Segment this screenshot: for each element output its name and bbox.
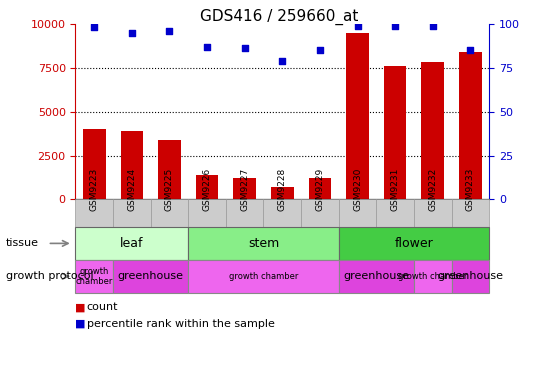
Text: greenhouse: greenhouse <box>437 271 503 281</box>
Point <box>127 30 136 36</box>
Bar <box>271 187 293 199</box>
Text: GSM9230: GSM9230 <box>353 168 362 212</box>
Text: GSM9229: GSM9229 <box>315 168 324 212</box>
Point <box>315 47 324 53</box>
Text: GSM9227: GSM9227 <box>240 168 249 212</box>
Text: growth protocol: growth protocol <box>6 271 93 281</box>
Text: greenhouse: greenhouse <box>118 271 184 281</box>
Text: GSM9225: GSM9225 <box>165 168 174 212</box>
Text: growth chamber: growth chamber <box>398 272 467 281</box>
Point <box>278 58 287 64</box>
Text: greenhouse: greenhouse <box>343 271 409 281</box>
Bar <box>459 52 482 199</box>
Point <box>391 23 400 29</box>
Text: GSM9232: GSM9232 <box>428 168 437 212</box>
Text: GSM9233: GSM9233 <box>466 168 475 212</box>
Point <box>202 44 211 49</box>
Point <box>466 47 475 53</box>
Text: GSM9231: GSM9231 <box>391 168 400 212</box>
Bar <box>234 178 256 199</box>
Bar <box>384 66 406 199</box>
Text: leaf: leaf <box>120 237 144 250</box>
Point <box>90 25 99 30</box>
Text: growth chamber: growth chamber <box>229 272 298 281</box>
Text: ■: ■ <box>75 319 86 329</box>
Text: GSM9226: GSM9226 <box>202 168 212 212</box>
Bar <box>121 131 143 199</box>
Text: GSM9228: GSM9228 <box>278 168 287 212</box>
Bar <box>309 178 331 199</box>
Bar <box>196 175 219 199</box>
Bar <box>346 33 369 199</box>
Text: flower: flower <box>395 237 433 250</box>
Bar <box>83 129 106 199</box>
Text: GDS416 / 259660_at: GDS416 / 259660_at <box>200 9 359 25</box>
Text: ■: ■ <box>75 302 86 313</box>
Bar <box>421 63 444 199</box>
Text: GSM9224: GSM9224 <box>127 168 136 212</box>
Point <box>240 45 249 51</box>
Text: count: count <box>87 302 118 313</box>
Text: growth
chamber: growth chamber <box>75 266 113 286</box>
Point <box>165 28 174 34</box>
Point <box>353 23 362 29</box>
Point <box>428 23 437 29</box>
Text: percentile rank within the sample: percentile rank within the sample <box>87 319 274 329</box>
Text: stem: stem <box>248 237 279 250</box>
Text: tissue: tissue <box>6 238 39 249</box>
Text: GSM9223: GSM9223 <box>90 168 99 212</box>
Bar <box>158 140 181 199</box>
